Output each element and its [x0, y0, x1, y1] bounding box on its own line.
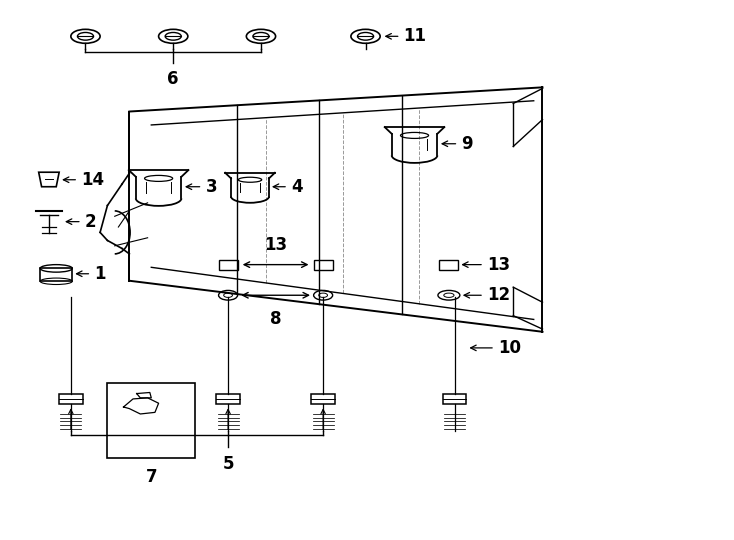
- Text: 1: 1: [94, 265, 106, 283]
- Text: 8: 8: [270, 310, 281, 328]
- Bar: [217, 394, 240, 404]
- Text: 12: 12: [487, 286, 510, 304]
- Text: 13: 13: [487, 255, 510, 274]
- Bar: [443, 394, 466, 404]
- Text: 14: 14: [81, 171, 104, 189]
- Text: 5: 5: [222, 455, 234, 474]
- Text: 13: 13: [264, 236, 287, 254]
- Text: 11: 11: [404, 28, 426, 45]
- Text: 4: 4: [291, 178, 302, 195]
- Text: 3: 3: [206, 178, 217, 195]
- Bar: [59, 394, 82, 404]
- Bar: [311, 394, 335, 404]
- Bar: [107, 383, 195, 458]
- Text: 7: 7: [145, 468, 157, 485]
- Bar: [40, 268, 73, 281]
- Bar: [219, 260, 238, 269]
- Text: 10: 10: [498, 339, 521, 357]
- Text: 2: 2: [84, 213, 96, 231]
- Text: 6: 6: [167, 70, 179, 87]
- Bar: [313, 260, 333, 269]
- Bar: [440, 260, 459, 269]
- Text: 9: 9: [462, 135, 473, 153]
